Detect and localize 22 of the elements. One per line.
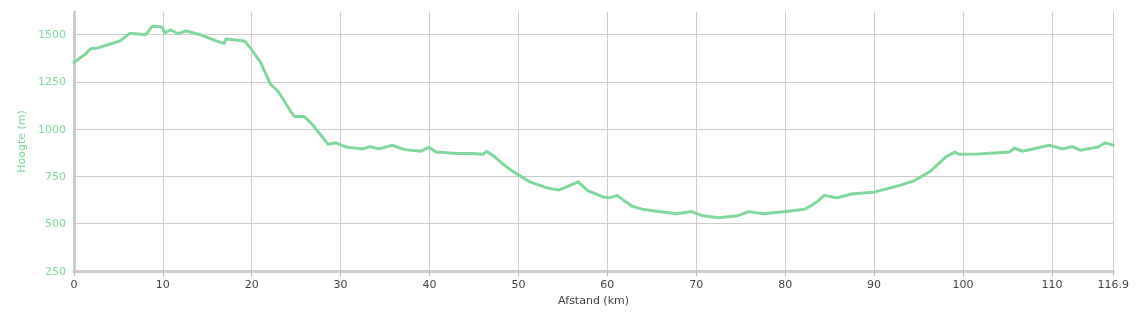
line-series [72, 24, 1115, 220]
x-tick-label: 0 [70, 278, 78, 291]
x-tick-label: 40 [422, 278, 437, 291]
y-tick-label: 1250 [37, 75, 66, 89]
x-tick-label: 90 [867, 278, 882, 291]
x-axis-title: Afstand (km) [558, 294, 630, 307]
y-tick-label: 500 [44, 217, 66, 231]
x-tick-label: 70 [689, 278, 704, 291]
y-axis-title: Hoogte (m) [15, 110, 28, 173]
x-tick-label: 20 [244, 278, 259, 291]
x-tick-label: 100 [952, 278, 974, 291]
y-tick-label: 1000 [37, 122, 66, 136]
x-tick-label: 80 [778, 278, 793, 291]
x-tick-label: 116.9 [1097, 278, 1129, 291]
y-tick-label: 1500 [37, 28, 66, 42]
x-tick-label: 50 [511, 278, 526, 291]
x-tick-label: 60 [600, 278, 615, 291]
y-tick-label: 750 [44, 169, 66, 183]
x-tick-label: 30 [333, 278, 348, 291]
x-tick-label: 10 [155, 278, 170, 291]
y-tick-label: 250 [44, 264, 66, 278]
x-tick-label: 110 [1041, 278, 1063, 291]
